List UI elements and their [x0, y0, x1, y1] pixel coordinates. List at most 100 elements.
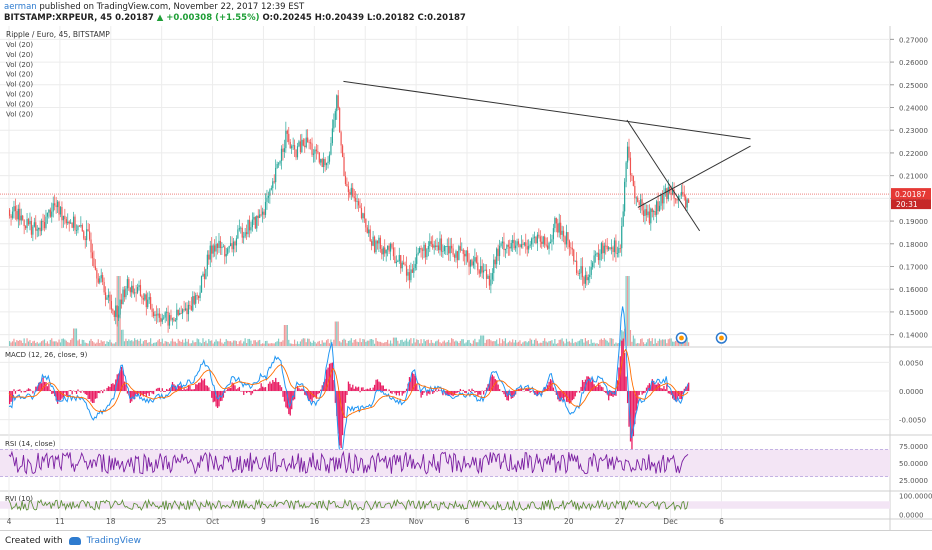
candle-body	[155, 314, 158, 316]
macd-hist-bar	[642, 391, 645, 394]
volume-bar	[299, 341, 301, 346]
volume-bar	[161, 338, 163, 346]
macd-hist-bar	[468, 389, 470, 391]
volume-bar	[641, 338, 643, 346]
macd-hist-bar	[14, 391, 17, 394]
candle-body	[150, 297, 152, 309]
volume-bar	[291, 343, 293, 346]
macd-hist-bar	[416, 384, 418, 391]
macd-hist-bar	[103, 389, 105, 391]
macd-hist-bar	[269, 381, 271, 391]
macd-hist-bar	[227, 388, 229, 391]
candle-body	[449, 245, 451, 254]
candle-body	[382, 247, 384, 255]
macd-hist-bar	[208, 387, 210, 391]
volume-bar	[218, 341, 220, 346]
volume-bar	[592, 342, 594, 346]
macd-hist-bar	[670, 391, 672, 396]
volume-bar	[183, 342, 185, 346]
macd-hist-bar	[673, 391, 675, 400]
candle-body	[420, 247, 422, 250]
volume-bar	[282, 340, 284, 346]
candle-body	[654, 211, 656, 215]
macd-hist-bar	[528, 388, 530, 391]
macd-hist-bar	[13, 389, 15, 391]
macd-hist-bar	[381, 385, 383, 391]
macd-hist-bar	[350, 387, 352, 391]
author-link[interactable]: aerman	[4, 2, 37, 12]
candle-body	[19, 208, 21, 221]
volume-bar	[564, 343, 566, 346]
volume-bar	[365, 341, 367, 346]
macd-hist-bar	[624, 352, 626, 391]
macd-hist-bar	[609, 391, 611, 396]
volume-bar	[355, 339, 357, 346]
candle-body	[416, 254, 418, 264]
candle-body	[529, 244, 531, 246]
macd-hist-bar	[247, 391, 249, 392]
macd-hist-bar	[205, 385, 207, 391]
y-tick-label: 0.15000	[899, 309, 928, 317]
macd-hist-bar	[373, 384, 376, 391]
volume-bar	[90, 338, 92, 346]
macd-hist-bar	[86, 391, 88, 395]
candle-body	[477, 262, 479, 271]
macd-hist-bar	[394, 391, 396, 394]
macd-hist-bar	[150, 391, 152, 393]
macd-hist-bar	[677, 391, 680, 397]
candle-body	[43, 222, 46, 229]
candle-body	[360, 207, 363, 219]
macd-hist-bar	[578, 391, 581, 393]
macd-hist-bar	[152, 391, 155, 395]
volume-bar	[516, 342, 518, 346]
candle-body	[104, 292, 107, 300]
volume-bar	[423, 339, 425, 346]
macd-hist-bar	[171, 382, 174, 391]
candle-body	[389, 243, 392, 252]
candle-body	[664, 188, 666, 193]
volume-bar	[427, 339, 429, 346]
macd-hist-bar	[504, 391, 507, 397]
candle-body	[26, 219, 28, 229]
candle-body	[577, 272, 579, 274]
tradingview-brand[interactable]: TradingView	[86, 535, 141, 546]
volume-bar	[401, 339, 403, 346]
macd-hist-bar	[592, 379, 594, 391]
macd-hist-bar	[631, 391, 633, 452]
chart-area[interactable]: 4 11 18 25 Oct 9 16 23 Nov 6 13 20 27 Dec 6 0.27000 0.26…	[0, 26, 932, 530]
candle-body	[27, 219, 30, 225]
macd-hist-bar	[19, 389, 21, 391]
macd-hist-bar	[594, 386, 597, 391]
trendline	[637, 145, 751, 208]
candle-body	[184, 308, 187, 311]
macd-hist-bar	[426, 391, 428, 396]
event-marker-dot	[719, 335, 724, 341]
candle-body	[70, 222, 72, 224]
volume-bar	[55, 341, 57, 346]
candle-body	[491, 273, 493, 280]
candle-body	[288, 133, 290, 142]
macd-hist-bar	[189, 385, 191, 391]
macd-hist-bar	[286, 391, 289, 409]
macd-hist-bar	[658, 384, 661, 391]
candle-body	[357, 201, 360, 206]
volume-indicator-label: Vol (20)	[6, 91, 33, 99]
macd-hist-bar	[382, 385, 384, 391]
volume-bar	[565, 338, 568, 346]
macd-signal-line	[8, 348, 689, 419]
candle-body	[56, 201, 59, 208]
y-tick-label: 0.19000	[899, 218, 928, 226]
candle-body	[365, 218, 367, 228]
macd-hist-bar	[32, 391, 34, 394]
candle-body	[421, 249, 424, 251]
volume-bar	[435, 341, 437, 346]
candle-body	[686, 199, 688, 208]
candle-body	[532, 237, 534, 239]
candle-body	[583, 277, 585, 284]
candle-body	[283, 148, 286, 152]
volume-bar	[49, 339, 51, 346]
volume-bar	[635, 343, 637, 346]
candle-body	[509, 246, 511, 249]
candle-body	[119, 299, 121, 315]
volume-bar	[557, 343, 559, 346]
